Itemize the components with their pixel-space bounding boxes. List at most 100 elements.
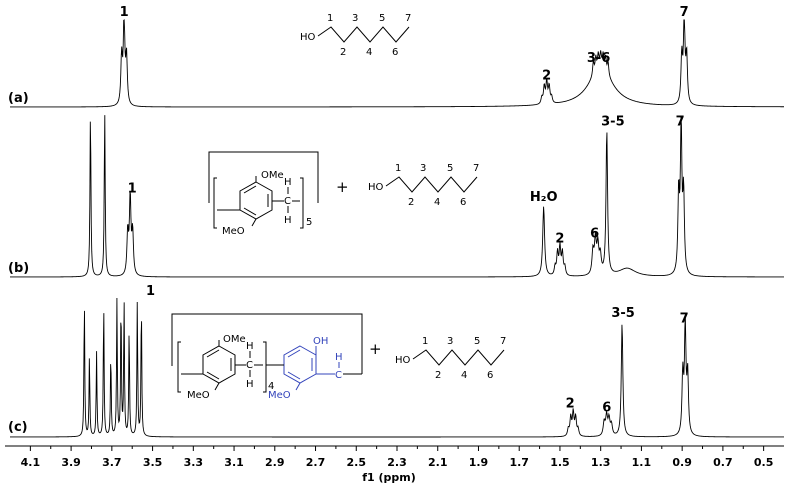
left-bracket xyxy=(177,341,181,393)
x-tick-label: 2.7 xyxy=(306,456,326,469)
peak-label-a-0: 1 xyxy=(120,5,129,20)
x-tick-label: 1.9 xyxy=(469,456,489,469)
peak-label-b-1: H₂O xyxy=(530,190,558,205)
x-tick-label: 1.1 xyxy=(632,456,652,469)
x-tick-label: 1.3 xyxy=(591,456,611,469)
methoxy-top-label: OMe xyxy=(223,334,246,345)
carbon-number-6: 6 xyxy=(460,197,466,208)
plus-sign-c: + xyxy=(369,340,382,358)
x-tick-label: 3.7 xyxy=(102,456,122,469)
peak-label-b-0: 1 xyxy=(128,182,137,197)
macrocycle-frame xyxy=(171,313,363,366)
peak-label-c-0: 1 xyxy=(146,284,155,299)
carbon-number-5: 5 xyxy=(379,13,385,24)
methylene-carbon-blue: C xyxy=(335,370,342,381)
carbon-number-5: 5 xyxy=(474,336,480,347)
trace-label-a: (a) xyxy=(8,91,29,106)
x-axis-ticks: 4.1 3.9 3.7 3.5 3.3 3.1 2.9 2.7 2.5 2.3 2.1 1.9 1.7 1… xyxy=(21,446,774,469)
pillararene-structure-c: OMe MeO C H H 4 OH MeO C H xyxy=(171,313,363,401)
ring-double-bond xyxy=(206,349,220,358)
ring-double-bond xyxy=(287,371,301,380)
methoxy-blue-label: MeO xyxy=(268,390,291,401)
benzene-ring xyxy=(202,345,236,384)
carbon-number-1: 1 xyxy=(422,336,428,347)
spectrum-trace-c xyxy=(10,297,784,438)
pillararene-structure-b: OMe MeO C H H 5 xyxy=(208,151,319,237)
bond xyxy=(251,218,257,227)
peak-label-c-2: 6 xyxy=(602,401,611,416)
alkyl-chain xyxy=(385,176,478,193)
spectrum-trace-a xyxy=(10,19,785,108)
ring-double-bond xyxy=(287,349,301,358)
methylene-h-blue: H xyxy=(335,352,343,363)
x-tick-label: 3.3 xyxy=(184,456,204,469)
hydroxyl-label: HO xyxy=(395,355,411,366)
peak-label-a-3: 7 xyxy=(680,5,689,20)
carbon-number-6: 6 xyxy=(392,47,398,58)
carbon-number-2: 2 xyxy=(435,370,441,381)
macrocycle-frame xyxy=(208,151,319,203)
carbon-number-2: 2 xyxy=(340,47,346,58)
x-tick-label: 3.5 xyxy=(143,456,163,469)
x-tick-label: 3.1 xyxy=(224,456,244,469)
right-bracket xyxy=(300,177,304,229)
methylene-h-bottom: H xyxy=(284,215,292,226)
carbon-number-4: 4 xyxy=(434,197,440,208)
methoxy-top-label: OMe xyxy=(261,170,284,181)
bond xyxy=(295,382,301,391)
peak-label-c-3: 3-5 xyxy=(611,306,635,321)
carbon-number-2: 2 xyxy=(408,197,414,208)
repeat-subscript: 5 xyxy=(306,217,312,228)
methylene-carbon-label: C xyxy=(246,360,253,371)
heptanol-structure-b: HO 1 2 3 4 5 6 7 xyxy=(368,163,479,208)
x-tick-label: 4.1 xyxy=(21,456,41,469)
carbon-number-4: 4 xyxy=(461,370,467,381)
carbon-number-3: 3 xyxy=(420,163,426,174)
carbon-number-3: 3 xyxy=(447,336,453,347)
heptanol-structure-a: HO 1 2 3 4 5 6 7 xyxy=(300,13,411,58)
x-tick-label: 2.1 xyxy=(428,456,448,469)
trace-label-c: (c) xyxy=(8,420,28,435)
x-tick-label: 1.7 xyxy=(509,456,529,469)
spectra-traces xyxy=(10,19,785,438)
x-tick-label: 2.9 xyxy=(265,456,285,469)
benzene-ring xyxy=(239,181,273,220)
plus-sign-b: + xyxy=(336,178,349,196)
x-tick-label: 2.3 xyxy=(387,456,407,469)
x-tick-label: 2.5 xyxy=(347,456,367,469)
peak-labels: 1 2 3-6 7 1 H₂O 2 6 3-5 7 1 2 6 3-5 7 xyxy=(120,5,689,416)
repeat-subscript: 4 xyxy=(268,381,274,392)
carbon-number-6: 6 xyxy=(487,370,493,381)
x-tick-label: 0.5 xyxy=(754,456,774,469)
left-bracket xyxy=(213,177,217,229)
ring-double-bond xyxy=(243,185,257,194)
carbon-number-1: 1 xyxy=(395,163,401,174)
x-axis-title: f1 (ppm) xyxy=(362,471,416,484)
carbon-number-7: 7 xyxy=(405,13,411,24)
methylene-h-top: H xyxy=(246,341,254,352)
x-tick-label: 0.7 xyxy=(713,456,733,469)
alkyl-chain xyxy=(412,349,505,366)
benzene-ring-blue xyxy=(283,345,317,384)
spectrum-trace-b xyxy=(10,115,784,278)
methylene-h-bottom: H xyxy=(246,379,254,390)
methylene-carbon-label: C xyxy=(284,196,291,207)
carbon-number-7: 7 xyxy=(473,163,479,174)
peak-label-c-1: 2 xyxy=(566,396,575,411)
ring-double-bond xyxy=(243,207,257,216)
bond xyxy=(214,382,220,391)
peak-label-c-4: 7 xyxy=(680,312,689,327)
x-tick-label: 1.5 xyxy=(550,456,570,469)
hydroxyl-label: HO xyxy=(300,32,316,43)
carbon-number-5: 5 xyxy=(447,163,453,174)
heptanol-structure-c: HO 1 2 3 4 5 6 7 xyxy=(395,336,506,381)
trace-label-b: (b) xyxy=(8,261,29,276)
peak-label-a-2: 3-6 xyxy=(587,51,611,66)
methoxy-bottom-label: MeO xyxy=(222,226,245,237)
x-tick-label: 0.9 xyxy=(672,456,692,469)
peak-label-b-5: 7 xyxy=(676,115,685,130)
hydroxyl-label: HO xyxy=(368,182,384,193)
carbon-number-1: 1 xyxy=(327,13,333,24)
